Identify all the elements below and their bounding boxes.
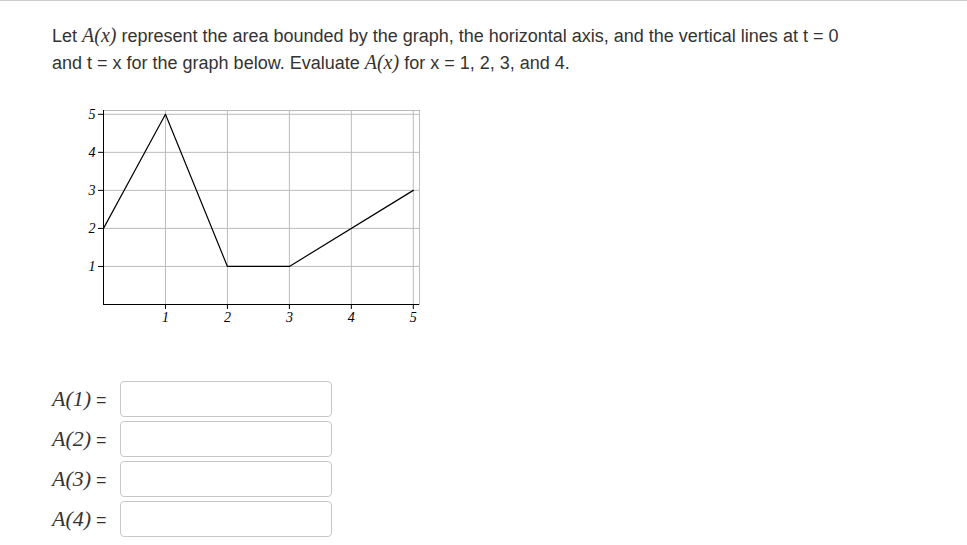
svg-text:4: 4 (89, 145, 96, 160)
svg-text:5: 5 (89, 107, 96, 122)
html-text:and t = x for the graph below.: and t = x for the graph below. Evaluate … (52, 51, 570, 73)
svg-text:3: 3 (88, 183, 96, 198)
svg-text:4: 4 (348, 310, 355, 325)
svg-text:2: 2 (89, 221, 96, 236)
html-text:A(2)=: A(2)= (52, 426, 107, 451)
html-text:A(4)=: A(4)= (52, 506, 107, 531)
html-text:Let A(x) represent the area bo: Let A(x) represent the area bounded by t… (52, 24, 839, 46)
html-text:A(3)=: A(3)= (52, 466, 107, 491)
svg-text:3: 3 (285, 310, 293, 325)
svg-text:5: 5 (410, 310, 417, 325)
svg-text:1: 1 (162, 310, 169, 325)
html-text:A(1)=: A(1)= (52, 386, 107, 411)
svg-text:1: 1 (89, 259, 96, 274)
svg-text:2: 2 (224, 310, 231, 325)
